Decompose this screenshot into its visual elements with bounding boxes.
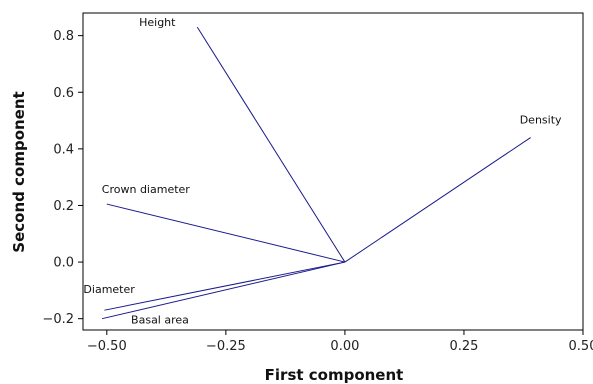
x-tick-label: −0.50 bbox=[87, 339, 127, 354]
vector-label-diameter: Diameter bbox=[83, 283, 135, 296]
x-tick-label: 0.50 bbox=[569, 339, 593, 354]
y-tick-label: 0.2 bbox=[53, 199, 74, 214]
vector-label-crown-diameter: Crown diameter bbox=[102, 183, 190, 196]
y-axis-title: Second component bbox=[10, 91, 28, 252]
vector-label-density: Density bbox=[520, 114, 562, 127]
vector-group: Height Density Crown diameter Diameter Basal… bbox=[83, 16, 562, 327]
vector-crown-diameter bbox=[106, 203, 346, 263]
vector-label-height: Height bbox=[139, 16, 176, 29]
y-tick-label: 0.4 bbox=[53, 142, 74, 157]
x-tick-label: 0.00 bbox=[330, 339, 359, 354]
y-tick-label: 0.0 bbox=[53, 256, 74, 271]
y-tick-label: −0.2 bbox=[42, 312, 74, 327]
x-tick-label: 0.25 bbox=[449, 339, 478, 354]
y-tick-label: 0.6 bbox=[53, 86, 74, 101]
y-axis-ticks: −0.2 0.0 0.2 0.4 0.6 0.8 bbox=[42, 29, 83, 327]
x-axis-ticks: −0.50 −0.25 0.00 0.25 0.50 bbox=[87, 330, 593, 354]
vector-diameter bbox=[104, 261, 346, 311]
vector-height bbox=[196, 26, 346, 263]
y-tick-label: 0.8 bbox=[53, 29, 74, 44]
x-axis-title: First component bbox=[265, 366, 404, 384]
vector-label-basal-area: Basal area bbox=[131, 314, 189, 327]
vector-density bbox=[344, 137, 531, 263]
plot-frame bbox=[82, 12, 584, 331]
vector-basal-area bbox=[101, 261, 346, 320]
x-tick-label: −0.25 bbox=[206, 339, 246, 354]
